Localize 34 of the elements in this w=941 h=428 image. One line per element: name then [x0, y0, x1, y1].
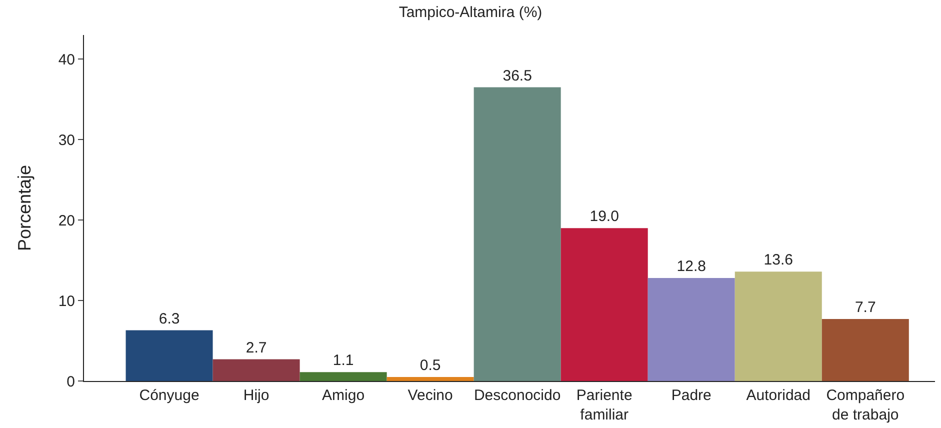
data-label: 19.0 [590, 208, 619, 226]
y-tick-label: 20 [58, 212, 75, 230]
y-tick-label: 0 [66, 373, 75, 390]
data-label: 7.7 [854, 299, 876, 316]
x-tick-label: Autoridad [746, 387, 810, 404]
data-label: 36.5 [502, 67, 532, 84]
data-label: 2.7 [246, 339, 267, 356]
x-tick-label: Vecino [408, 387, 453, 404]
bar [212, 359, 300, 381]
bar [126, 330, 213, 381]
bar [734, 272, 822, 381]
data-label: 1.1 [332, 352, 354, 370]
y-tick-label: 10 [58, 292, 75, 310]
bar [822, 319, 909, 381]
bar [648, 278, 735, 381]
bar [560, 228, 648, 381]
chart-title: Tampico-Altamira (%) [398, 4, 542, 21]
x-tick-label: Amigo [322, 387, 365, 404]
x-tick-label: Cónyuge [139, 387, 200, 404]
data-label: 6.3 [158, 310, 180, 328]
y-tick-label: 40 [58, 51, 75, 68]
data-label: 0.5 [420, 356, 441, 374]
x-tick-label: Desconocido [474, 387, 561, 404]
bar [386, 376, 474, 381]
x-tick-label: Compañero de trabajo [826, 387, 905, 424]
bar [474, 87, 561, 381]
x-tick-label: Padre [671, 387, 712, 404]
x-tick-label: Hijo [243, 387, 270, 404]
x-tick-label: Pariente familiar [576, 387, 632, 424]
data-label: 13.6 [764, 252, 793, 269]
y-tick-label: 30 [58, 132, 75, 149]
bar [300, 372, 387, 381]
y-axis-title: Porcentaje [14, 164, 35, 252]
data-label: 12.8 [676, 258, 706, 275]
